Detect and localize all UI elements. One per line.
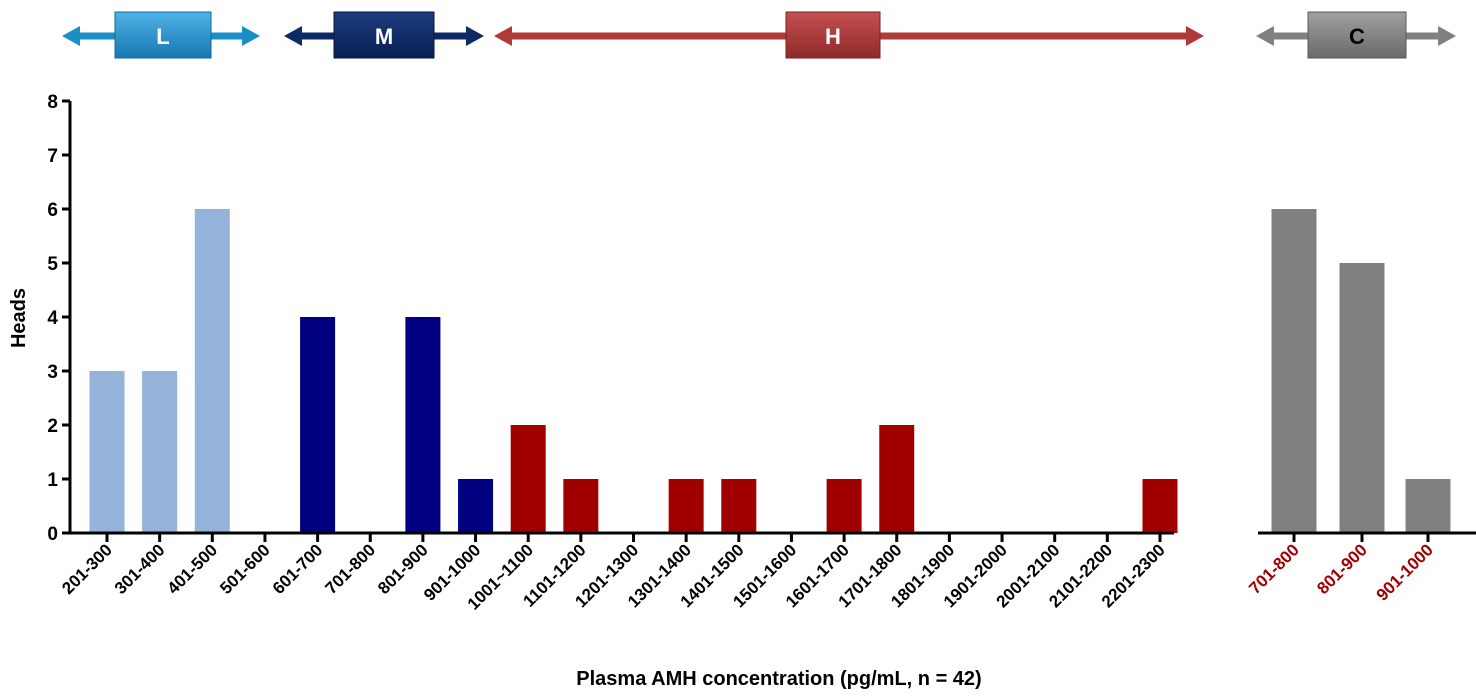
x-tick-label: 901-1000 xyxy=(1373,540,1437,604)
y-tick-label: 5 xyxy=(47,254,58,275)
range-c-box xyxy=(1307,11,1407,59)
bar xyxy=(194,209,230,533)
bar xyxy=(1339,263,1385,533)
range-indicator-m: M xyxy=(284,11,484,59)
x-tick-label: 701-800 xyxy=(322,540,380,598)
range-h-box xyxy=(785,11,881,59)
bar xyxy=(668,479,704,533)
bar xyxy=(142,371,178,533)
bar xyxy=(89,371,125,533)
y-tick-label: 0 xyxy=(47,524,58,545)
range-c-label: C xyxy=(1349,24,1365,49)
range-indicator-l: L xyxy=(62,11,260,59)
bar xyxy=(1405,479,1451,533)
range-c-arrowhead-left xyxy=(1256,26,1274,46)
x-tick-label: 501-600 xyxy=(216,540,274,598)
y-tick-label: 2 xyxy=(47,416,58,437)
x-tick-label: 601-700 xyxy=(269,540,327,598)
range-l-arrowhead-right xyxy=(242,26,260,46)
y-axis-title: Heads xyxy=(8,288,30,348)
x-tick-label: 701-800 xyxy=(1245,540,1303,598)
x-tick-label: 801-900 xyxy=(1313,540,1371,598)
range-indicator-c: C xyxy=(1256,11,1456,59)
range-m-arrowhead-right xyxy=(466,26,484,46)
x-tick-label: 301-400 xyxy=(111,540,169,598)
bar xyxy=(826,479,862,533)
y-tick-label: 4 xyxy=(47,308,58,329)
range-c-arrowhead-right xyxy=(1438,26,1456,46)
x-axis-title: Plasma AMH concentration (pg/mL, n = 42) xyxy=(576,668,981,690)
bar xyxy=(721,479,757,533)
x-tick-label: 401-500 xyxy=(164,540,222,598)
range-l-box xyxy=(114,11,212,59)
range-l-arrowhead-left xyxy=(62,26,80,46)
y-tick-label: 6 xyxy=(47,200,58,221)
range-h-label: H xyxy=(825,24,841,49)
bar xyxy=(458,479,494,533)
bar xyxy=(1271,209,1317,533)
bar xyxy=(563,479,599,533)
y-tick-label: 1 xyxy=(47,470,58,491)
bar xyxy=(300,317,336,533)
bar xyxy=(510,425,546,533)
range-indicator-h: H xyxy=(494,11,1204,59)
range-l-label: L xyxy=(156,24,169,49)
bar xyxy=(879,425,915,533)
control-bar-chart: 701-800 801-900 901-1000 xyxy=(1245,209,1476,605)
range-h-arrowhead-right xyxy=(1186,26,1204,46)
range-m-label: M xyxy=(375,24,393,49)
y-tick-label: 8 xyxy=(47,92,58,113)
y-tick-label: 3 xyxy=(47,362,58,383)
left-bar-chart: 0 1 2 3 4 5 6 7 8 201-300301-400401-500501-600601… xyxy=(47,92,1178,614)
range-h-arrowhead-left xyxy=(494,26,512,46)
range-m-box xyxy=(333,11,435,59)
bar xyxy=(1142,479,1178,533)
y-tick-label: 7 xyxy=(47,146,58,167)
x-tick-label: 201-300 xyxy=(58,540,116,598)
range-m-arrowhead-left xyxy=(284,26,302,46)
bar xyxy=(405,317,441,533)
